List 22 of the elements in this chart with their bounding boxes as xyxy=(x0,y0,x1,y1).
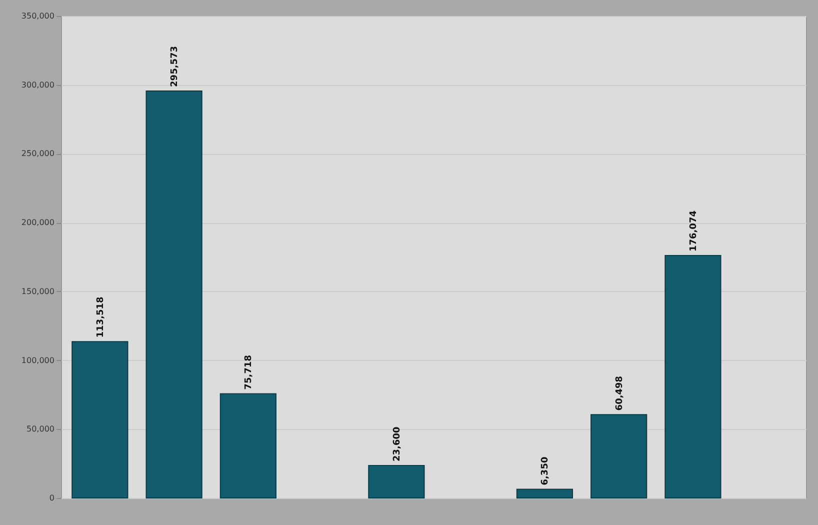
y-tick-label: 0 xyxy=(49,494,54,502)
bar xyxy=(220,393,276,498)
bar xyxy=(72,341,128,498)
data-label: 176,074 xyxy=(688,210,699,252)
data-label: 60,498 xyxy=(614,376,625,411)
data-label: 295,573 xyxy=(170,46,180,87)
y-tick-label: 200,000 xyxy=(21,218,54,228)
bar xyxy=(368,465,425,498)
y-tick-label: 100,000 xyxy=(21,356,54,365)
y-tick-label: 50,000 xyxy=(26,424,54,434)
y-tick-label: 300,000 xyxy=(21,80,54,90)
bar xyxy=(146,90,202,498)
data-label: 23,600 xyxy=(392,426,402,462)
y-tick-label: 150,000 xyxy=(21,286,54,296)
y-tick-label: 250,000 xyxy=(21,149,54,158)
data-label: 75,718 xyxy=(244,354,254,390)
bar xyxy=(590,414,648,498)
bar xyxy=(664,255,722,498)
y-tick-label: 350,000 xyxy=(21,12,54,20)
data-label: 113,518 xyxy=(96,296,106,338)
data-label: 6,350 xyxy=(540,456,551,486)
bar xyxy=(516,488,573,498)
